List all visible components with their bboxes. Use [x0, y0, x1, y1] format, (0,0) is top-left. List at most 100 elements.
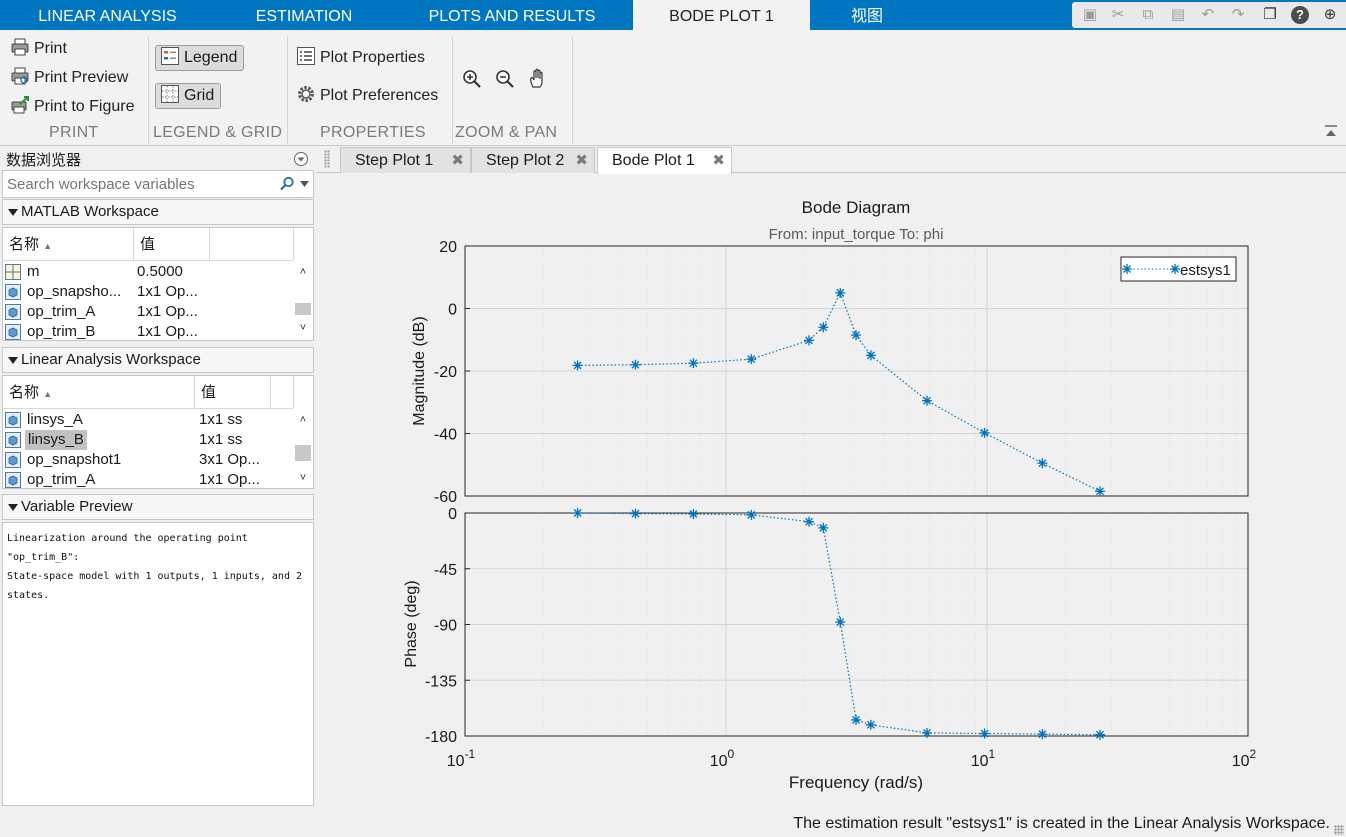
scroll-down-icon[interactable]: ˅ — [299, 472, 307, 484]
tab-view[interactable]: 视图 — [850, 8, 883, 25]
tab-plots-and-results[interactable]: PLOTS AND RESULTS — [428, 8, 596, 25]
column-header-value[interactable]: 值 — [195, 376, 271, 408]
variable-value: 1x1 ss — [199, 411, 243, 428]
object-icon — [5, 452, 21, 468]
print-preview-button[interactable]: Print Preview — [10, 66, 128, 90]
properties-section-label: PROPERTIES — [320, 124, 426, 141]
panel-menu-icon[interactable] — [293, 151, 309, 167]
variable-name: linsys_A — [27, 411, 83, 428]
list-icon — [297, 46, 315, 65]
marker-stroke — [573, 361, 582, 370]
bode-diagram-chart[interactable]: Bode Diagram From: input_torque To: phi … — [316, 174, 1346, 811]
data-point — [1037, 729, 1048, 740]
legend-toggle[interactable]: Legend — [155, 45, 245, 71]
gear-icon — [298, 85, 314, 102]
expand-icon[interactable]: ⊕ — [1323, 6, 1337, 23]
plot-preferences-button[interactable]: Plot Preferences — [296, 84, 438, 108]
column-header-name[interactable]: 名称 ▲ — [3, 228, 134, 260]
tab-linear-analysis[interactable]: LINEAR ANALYSIS — [38, 8, 177, 25]
marker-stroke — [805, 336, 813, 345]
tab-step-plot-1[interactable]: Step Plot 1 ✖ — [340, 147, 471, 173]
drag-handle[interactable] — [324, 150, 330, 168]
print-to-figure-icon — [11, 95, 29, 114]
matlab-workspace-header[interactable]: MATLAB Workspace — [2, 199, 314, 225]
scroll-thumb[interactable] — [295, 445, 311, 461]
table-row[interactable]: op_trim_A 1x1 Op... — [3, 470, 295, 488]
x-axis-label: Frequency (rad/s) — [789, 773, 923, 792]
column-header-name[interactable]: 名称 ▲ — [3, 376, 195, 408]
switch-windows-icon[interactable]: ❐ — [1263, 6, 1277, 23]
data-point — [865, 350, 876, 361]
legend-grid-section-label: LEGEND & GRID — [153, 124, 283, 141]
scrollbar[interactable]: ˄ ˅ — [293, 408, 313, 488]
tab-step-plot-2[interactable]: Step Plot 2 ✖ — [471, 147, 595, 173]
copy-icon[interactable]: ⧉ — [1142, 6, 1154, 23]
tab-bode-plot-1[interactable]: Bode Plot 1 ✖ — [597, 147, 732, 174]
table-row[interactable]: op_snapsho... 1x1 Op... — [3, 282, 295, 302]
ribbon: Print Print Preview Print to Figure PRIN… — [0, 30, 1346, 146]
ribbon-divider — [572, 36, 573, 144]
save-icon[interactable]: ▣ — [1082, 6, 1098, 23]
zoom-in-icon[interactable] — [461, 68, 483, 90]
scrollbar[interactable]: ˄ ˅ — [293, 260, 313, 340]
data-point — [746, 509, 757, 520]
scroll-down-icon[interactable]: ˅ — [299, 322, 307, 334]
resize-grip-icon[interactable] — [1334, 825, 1344, 835]
phase-y-ticks: 0 -45 -90 -135 -180 — [425, 506, 470, 746]
pan-hand-icon[interactable] — [527, 68, 549, 90]
table-row[interactable]: m 0.5000 — [3, 262, 295, 282]
scroll-up-icon[interactable]: ˄ — [299, 266, 307, 278]
search-icon[interactable] — [279, 176, 295, 192]
tab-bode-plot-1[interactable]: BODE PLOT 1 — [633, 0, 810, 30]
y-tick-label: -180 — [425, 729, 457, 746]
bode-plot-area: Bode Diagram From: input_torque To: phi … — [316, 174, 1346, 811]
plot-properties-button[interactable]: Plot Properties — [296, 46, 425, 70]
undo-icon[interactable]: ↶ — [1201, 6, 1215, 23]
close-icon[interactable]: ✖ — [451, 152, 464, 169]
variable-name: op_trim_A — [27, 303, 96, 320]
scroll-thumb[interactable] — [295, 303, 311, 315]
y-tick-label: -135 — [425, 673, 457, 690]
cut-icon[interactable]: ✂ — [1111, 6, 1125, 23]
column-header-value[interactable]: 值 — [134, 228, 210, 260]
linear-workspace-header[interactable]: Linear Analysis Workspace — [2, 347, 314, 373]
preview-line: State-space model with 1 outputs, 1 inpu… — [7, 571, 303, 582]
grid-icon — [161, 84, 179, 103]
scroll-up-icon[interactable]: ˄ — [299, 414, 307, 426]
table-row[interactable]: linsys_A 1x1 ss — [3, 410, 295, 430]
variable-name: m — [27, 263, 40, 280]
column-header-blank — [210, 228, 294, 260]
print-button[interactable]: Print — [10, 37, 67, 61]
magnitude-series — [572, 287, 1106, 497]
table-row[interactable]: op_snapshot1 3x1 Op... — [3, 450, 295, 470]
redo-icon[interactable]: ↷ — [1231, 6, 1245, 23]
table-row[interactable]: op_trim_A 1x1 Op... — [3, 302, 295, 322]
help-icon[interactable]: ? — [1291, 6, 1309, 24]
close-icon[interactable]: ✖ — [575, 152, 588, 169]
variable-name: linsys_B — [25, 430, 87, 450]
status-bar: The estimation result "estsys1" is creat… — [316, 811, 1346, 837]
close-icon[interactable]: ✖ — [712, 152, 725, 169]
variable-preview-header[interactable]: Variable Preview — [2, 494, 314, 520]
plot-properties-label: Plot Properties — [320, 49, 425, 66]
chevron-down-icon[interactable] — [300, 181, 309, 187]
tab-estimation[interactable]: ESTIMATION — [255, 8, 353, 25]
top-tab-bar: LINEAR ANALYSIS ESTIMATION PLOTS AND RES… — [0, 0, 1346, 30]
print-to-figure-label: Print to Figure — [34, 98, 135, 115]
grid-toggle[interactable]: Grid — [155, 83, 222, 109]
data-point — [1095, 729, 1106, 740]
table-row-selected[interactable]: linsys_B 1x1 ss — [3, 430, 295, 450]
zoom-out-icon[interactable] — [494, 68, 516, 90]
collapse-ribbon-icon[interactable] — [1324, 124, 1338, 138]
print-to-figure-button[interactable]: Print to Figure — [10, 95, 134, 119]
legend[interactable]: estsys1 — [1120, 256, 1237, 282]
data-point — [835, 287, 846, 298]
table-row[interactable]: op_trim_B 1x1 Op... — [3, 322, 295, 340]
paste-icon[interactable]: ▤ — [1170, 6, 1186, 23]
marker-stroke — [923, 396, 931, 405]
search-input[interactable] — [5, 173, 275, 195]
marker-stroke — [1171, 265, 1179, 273]
y-tick-label: 0 — [448, 302, 457, 319]
y-tick-label: -60 — [434, 489, 457, 506]
print-preview-label: Print Preview — [34, 69, 129, 86]
